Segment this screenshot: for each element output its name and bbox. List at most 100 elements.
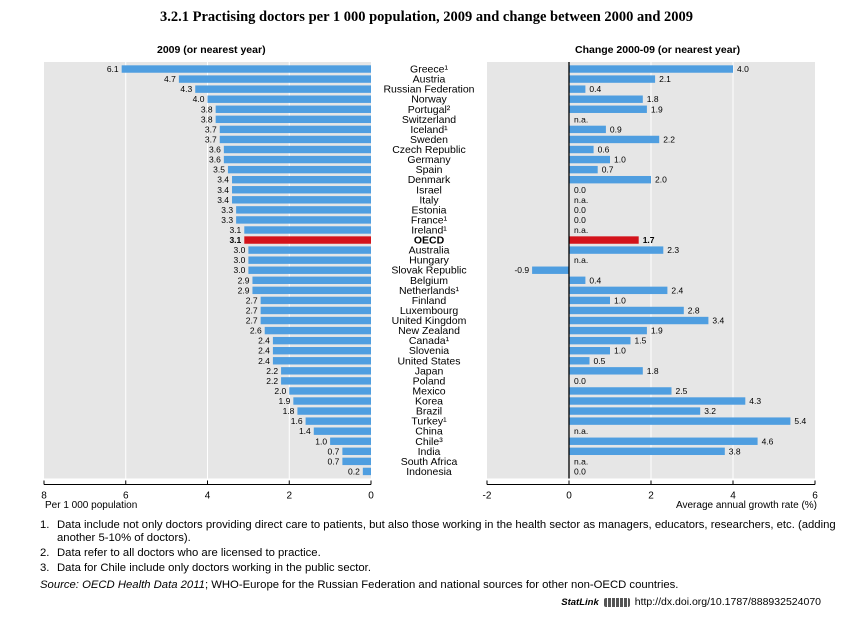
left-value-label: 4.0 — [193, 94, 205, 104]
figure-title: 3.2.1 Practising doctors per 1 000 popul… — [159, 9, 694, 25]
right-value-label: 1.0 — [614, 155, 626, 165]
country-label: Brazil — [416, 406, 442, 418]
left-value-label: 3.1 — [229, 235, 241, 245]
left-bar — [215, 115, 371, 124]
right-bar — [569, 236, 639, 244]
statlink[interactable]: StatLink http://dx.doi.org/10.1787/88893… — [561, 596, 821, 608]
right-value-label: 0.5 — [594, 356, 606, 366]
right-bar — [569, 336, 631, 345]
statlink-brand: StatLink — [561, 596, 599, 608]
right-value-label: n.a. — [574, 225, 588, 235]
country-label: Korea — [415, 396, 443, 408]
left-value-label: 3.7 — [205, 134, 217, 144]
left-value-label: 3.3 — [221, 205, 233, 215]
left-value-label: 2.2 — [266, 366, 278, 376]
right-value-label: 5.4 — [794, 416, 806, 426]
right-value-label: 2.8 — [688, 305, 700, 315]
left-bar — [260, 306, 371, 315]
right-bar — [569, 105, 647, 113]
right-value-label: 0.6 — [598, 145, 610, 155]
right-panel-title: Change 2000-09 (or nearest year) — [575, 44, 741, 56]
right-value-label: 0.4 — [589, 275, 601, 285]
right-value-label: 3.8 — [729, 446, 741, 456]
right-bar — [569, 326, 647, 335]
right-bar — [569, 367, 643, 375]
left-value-label: 2.4 — [258, 356, 270, 366]
country-label: Iceland¹ — [410, 124, 448, 136]
left-bar — [236, 216, 371, 224]
left-bar — [293, 397, 371, 405]
right-value-label: 3.4 — [712, 316, 724, 326]
right-bar — [569, 155, 610, 164]
country-label: Canada¹ — [409, 335, 450, 347]
left-value-label: 0.7 — [328, 456, 340, 466]
right-value-label: -0.9 — [514, 265, 529, 275]
right-value-label: 0.9 — [610, 124, 622, 134]
footnote-number: 3. — [40, 562, 50, 574]
left-value-label: 2.7 — [246, 305, 258, 315]
country-label: Japan — [415, 365, 444, 377]
right-value-label: 0.0 — [574, 376, 586, 386]
country-label: Germany — [407, 154, 451, 166]
left-value-label: 2.0 — [274, 386, 286, 396]
country-label: Estonia — [411, 204, 446, 216]
country-label: Chile³ — [415, 436, 443, 448]
right-value-label: n.a. — [574, 114, 588, 124]
country-label: Indonesia — [406, 466, 452, 478]
country-label: New Zealand — [398, 325, 460, 337]
right-value-label: 1.8 — [647, 366, 659, 376]
left-value-label: 4.7 — [164, 74, 176, 84]
left-value-label: 1.9 — [279, 396, 291, 406]
left-tick-label: 0 — [368, 490, 374, 500]
right-tick-label: 4 — [730, 490, 736, 500]
right-value-label: n.a. — [574, 426, 588, 436]
left-bar — [289, 387, 371, 395]
country-label: France¹ — [411, 214, 448, 226]
country-label: Slovak Republic — [391, 265, 466, 277]
left-bar — [232, 196, 371, 204]
left-value-label: 2.4 — [258, 346, 270, 356]
country-label: Sweden — [410, 134, 448, 146]
statlink-url[interactable]: http://dx.doi.org/10.1787/888932524070 — [634, 596, 821, 608]
left-tick-label: 2 — [286, 490, 292, 500]
left-bar — [272, 347, 371, 355]
right-tick-label: 2 — [648, 490, 654, 500]
right-value-label: n.a. — [574, 255, 588, 265]
right-bar — [569, 175, 651, 184]
right-value-label: n.a. — [574, 195, 588, 205]
right-bar — [569, 306, 684, 315]
left-value-label: 3.0 — [234, 265, 246, 275]
left-bar — [313, 427, 371, 435]
source-line: Source: OECD Health Data 2011; WHO-Europ… — [40, 579, 678, 591]
right-value-label: 3.2 — [704, 406, 716, 416]
left-bar — [219, 125, 371, 134]
footnote-text: Data refer to all doctors who are licens… — [57, 547, 321, 559]
left-bar — [195, 85, 371, 93]
left-bar — [121, 65, 371, 73]
country-label: United Kingdom — [392, 315, 467, 327]
footnote-1: 1. Data include not only doctors providi… — [40, 519, 837, 545]
left-bar — [227, 165, 371, 174]
left-bar — [244, 236, 371, 244]
right-bar — [569, 75, 656, 83]
statlink-logo-icon — [603, 597, 630, 607]
country-label: Mexico — [412, 385, 445, 397]
left-value-label: 3.4 — [217, 195, 229, 205]
right-value-label: 0.7 — [602, 165, 614, 175]
country-label: India — [418, 446, 441, 458]
country-label: Hungary — [409, 255, 449, 267]
right-value-label: 2.1 — [659, 74, 671, 84]
country-label: Austria — [413, 74, 446, 86]
footnote-number: 1. — [40, 519, 50, 531]
right-value-label: 0.0 — [574, 215, 586, 225]
country-label: Italy — [419, 194, 439, 206]
left-tick-label: 6 — [123, 490, 129, 500]
left-bar — [260, 316, 371, 325]
left-axis-label: Per 1 000 population — [45, 500, 138, 511]
left-bar — [330, 437, 371, 445]
left-bar — [252, 276, 371, 284]
right-tick-label: -2 — [483, 490, 492, 500]
left-value-label: 6.1 — [107, 64, 119, 74]
left-value-label: 1.0 — [315, 436, 327, 446]
left-value-label: 3.1 — [229, 225, 241, 235]
